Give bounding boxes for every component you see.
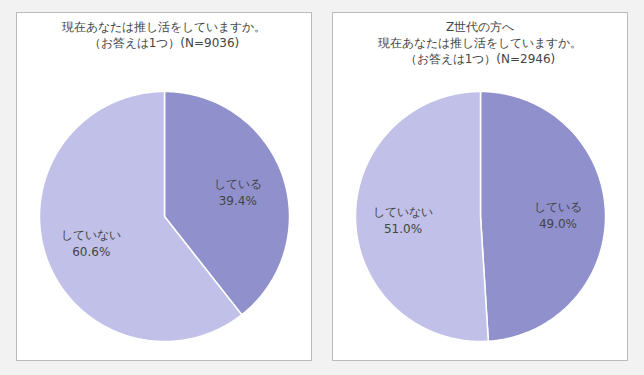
html-text:Z世代の方へ 現在あなたは推し活をしていますか。 （お答えは: Z世代の方へ 現在あなたは推し活をしていますか。 （お答えは1つ）(N=2946… bbox=[378, 20, 582, 67]
html-text:現在あなたは推し活をしていますか。 （お答えは1つ）(N=9: 現在あなたは推し活をしていますか。 （お答えは1つ）(N=9036) bbox=[62, 20, 266, 51]
svg-text:していない51.0%: していない51.0% bbox=[373, 204, 433, 235]
svg-text:している39.4%: している39.4% bbox=[214, 177, 262, 208]
svg-text:していない60.6%: していない60.6% bbox=[61, 227, 121, 258]
svg-text:している49.0%: している49.0% bbox=[534, 200, 582, 231]
